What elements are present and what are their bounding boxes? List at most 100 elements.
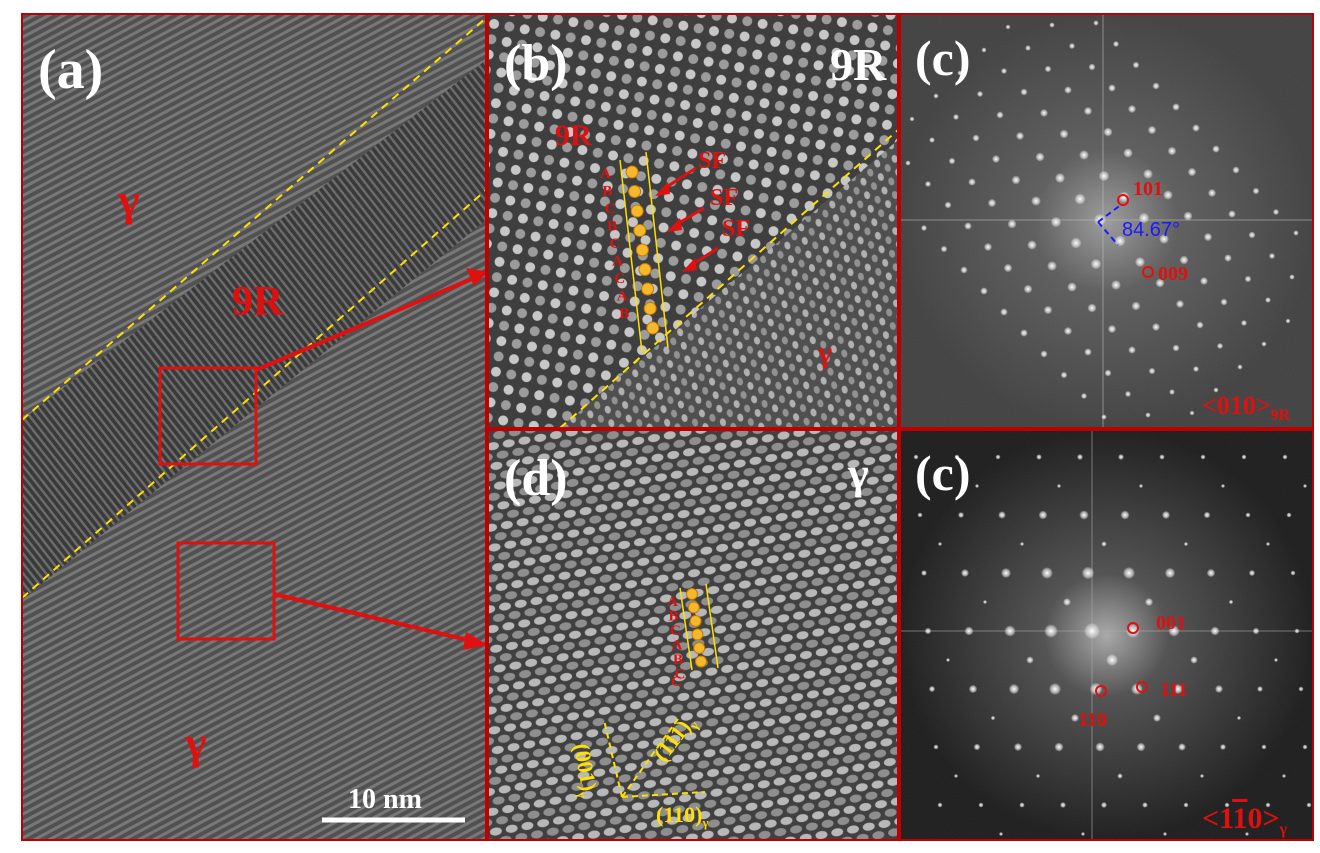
spot-marker-110 (1095, 685, 1107, 697)
diffraction-spot (987, 198, 997, 208)
diffraction-spot (1095, 742, 1105, 752)
spot-label-001: 001 (1156, 612, 1186, 634)
stacking-letter: A (617, 289, 628, 305)
panel-c-top-tag: (c) (915, 30, 971, 86)
diffraction-spot (1265, 802, 1271, 808)
panel-a-gamma-top-label: γ (117, 174, 140, 225)
diffraction-spot (1117, 773, 1123, 779)
diffraction-spot (1020, 329, 1028, 337)
diffraction-spot (1228, 210, 1236, 218)
diffraction-spot (981, 47, 987, 53)
atom (633, 224, 647, 237)
diffraction-spot (1035, 152, 1045, 162)
diffraction-spot (1266, 542, 1270, 546)
diffraction-spot (1023, 284, 1033, 294)
diffraction-spot (1036, 454, 1042, 460)
diffraction-spot (1252, 187, 1260, 195)
diffraction-spot (1241, 454, 1247, 460)
diffraction-spot (1240, 319, 1248, 327)
diffraction-spot (1245, 512, 1251, 518)
diffraction-spot (1000, 308, 1008, 316)
diffraction-spot (1098, 170, 1110, 182)
sf-arrow-2-head (667, 218, 682, 232)
diffraction-spot (1093, 20, 1099, 26)
panel-b-9r-corner-label: 9R (830, 39, 887, 90)
diffraction-spot (1049, 22, 1055, 28)
diffraction-spot (1169, 389, 1175, 395)
atom (687, 601, 700, 614)
diffraction-spot (1298, 686, 1304, 692)
diffraction-spot (909, 116, 915, 122)
diffraction-spot (1172, 683, 1184, 695)
diffraction-spot (1161, 510, 1171, 520)
diffraction-spot (1123, 148, 1133, 158)
diffraction-spot (1070, 237, 1082, 249)
diffraction-spot (1189, 410, 1195, 416)
diffraction-spot (1237, 364, 1243, 370)
diffraction-spot (1138, 212, 1150, 224)
diffraction-spot (1134, 256, 1146, 268)
diffraction-spot (1152, 82, 1160, 90)
diffraction-spot (1294, 628, 1300, 634)
stacking-letter: C (675, 667, 686, 683)
stacking-letter: C (671, 674, 682, 690)
diffraction-spot (957, 70, 963, 76)
roi-box-gamma (176, 541, 276, 641)
diffraction-spot (957, 511, 965, 519)
diffraction-spot (933, 744, 939, 750)
diffraction-spot (1282, 454, 1288, 460)
stacking-letter: C (605, 201, 616, 217)
diffraction-spot (1084, 348, 1092, 356)
panel-a-frame (21, 13, 487, 841)
diffraction-spot (1107, 324, 1117, 334)
diffraction-spot (973, 743, 981, 751)
panel-b-gamma-label: γ (817, 336, 832, 369)
diffraction-spot (1025, 45, 1031, 51)
diffraction-spot (1103, 127, 1113, 137)
stacking-letter: A (667, 594, 678, 610)
diffraction-spot (1190, 656, 1198, 664)
diffraction-spot (1248, 231, 1256, 239)
diffraction-spot (1224, 254, 1232, 262)
diffraction-spot (1172, 344, 1180, 352)
diffraction-spot (1147, 125, 1157, 135)
diffraction-spot (924, 627, 932, 635)
diffraction-spot (968, 178, 976, 186)
diffraction-spot (1038, 510, 1048, 520)
diffraction-spot (1183, 211, 1193, 221)
diffraction-spot (1143, 169, 1153, 179)
plane-label-001-sub: γ (574, 790, 590, 800)
roi-box-9r (158, 366, 258, 466)
zone-axis-2-end: 0> (1247, 802, 1279, 835)
diffraction-spot (1005, 24, 1011, 30)
sf-label-2: SF (710, 185, 738, 211)
diffraction-spot (1244, 275, 1252, 283)
diffraction-spot (1213, 387, 1219, 393)
diffraction-spot (1020, 88, 1028, 96)
diffraction-spot (1265, 297, 1271, 303)
diffraction-spot (1003, 263, 1013, 273)
diffraction-spot (1087, 303, 1097, 313)
diffraction-spot (1142, 802, 1148, 808)
plane-line-001 (603, 719, 623, 798)
diffraction-spot (1127, 104, 1137, 114)
diffraction-spot (1272, 208, 1280, 216)
diffraction-spot (1031, 196, 1041, 206)
zone-axis-sub: 9R (1271, 407, 1291, 424)
stacking-letter: B (673, 652, 683, 668)
diffraction-spot (1261, 744, 1267, 750)
stacking-letter: B (669, 609, 679, 625)
panel-c-top-zone-axis: <010>9R (1202, 391, 1291, 424)
diffraction-spot (1214, 684, 1224, 694)
diffraction-spot (1164, 567, 1176, 579)
atom (693, 642, 706, 654)
diffraction-spot (1079, 510, 1089, 520)
panel-a-noise (22, 14, 486, 840)
diffraction-spot (933, 93, 939, 99)
diffraction-spot (1118, 454, 1124, 460)
diffraction-spot (1000, 67, 1008, 75)
pointer-arrow-to-b-head (466, 268, 488, 286)
diffraction-spot (937, 802, 943, 808)
stacking-letter: B (607, 219, 617, 235)
diffraction-spot (1200, 774, 1204, 778)
